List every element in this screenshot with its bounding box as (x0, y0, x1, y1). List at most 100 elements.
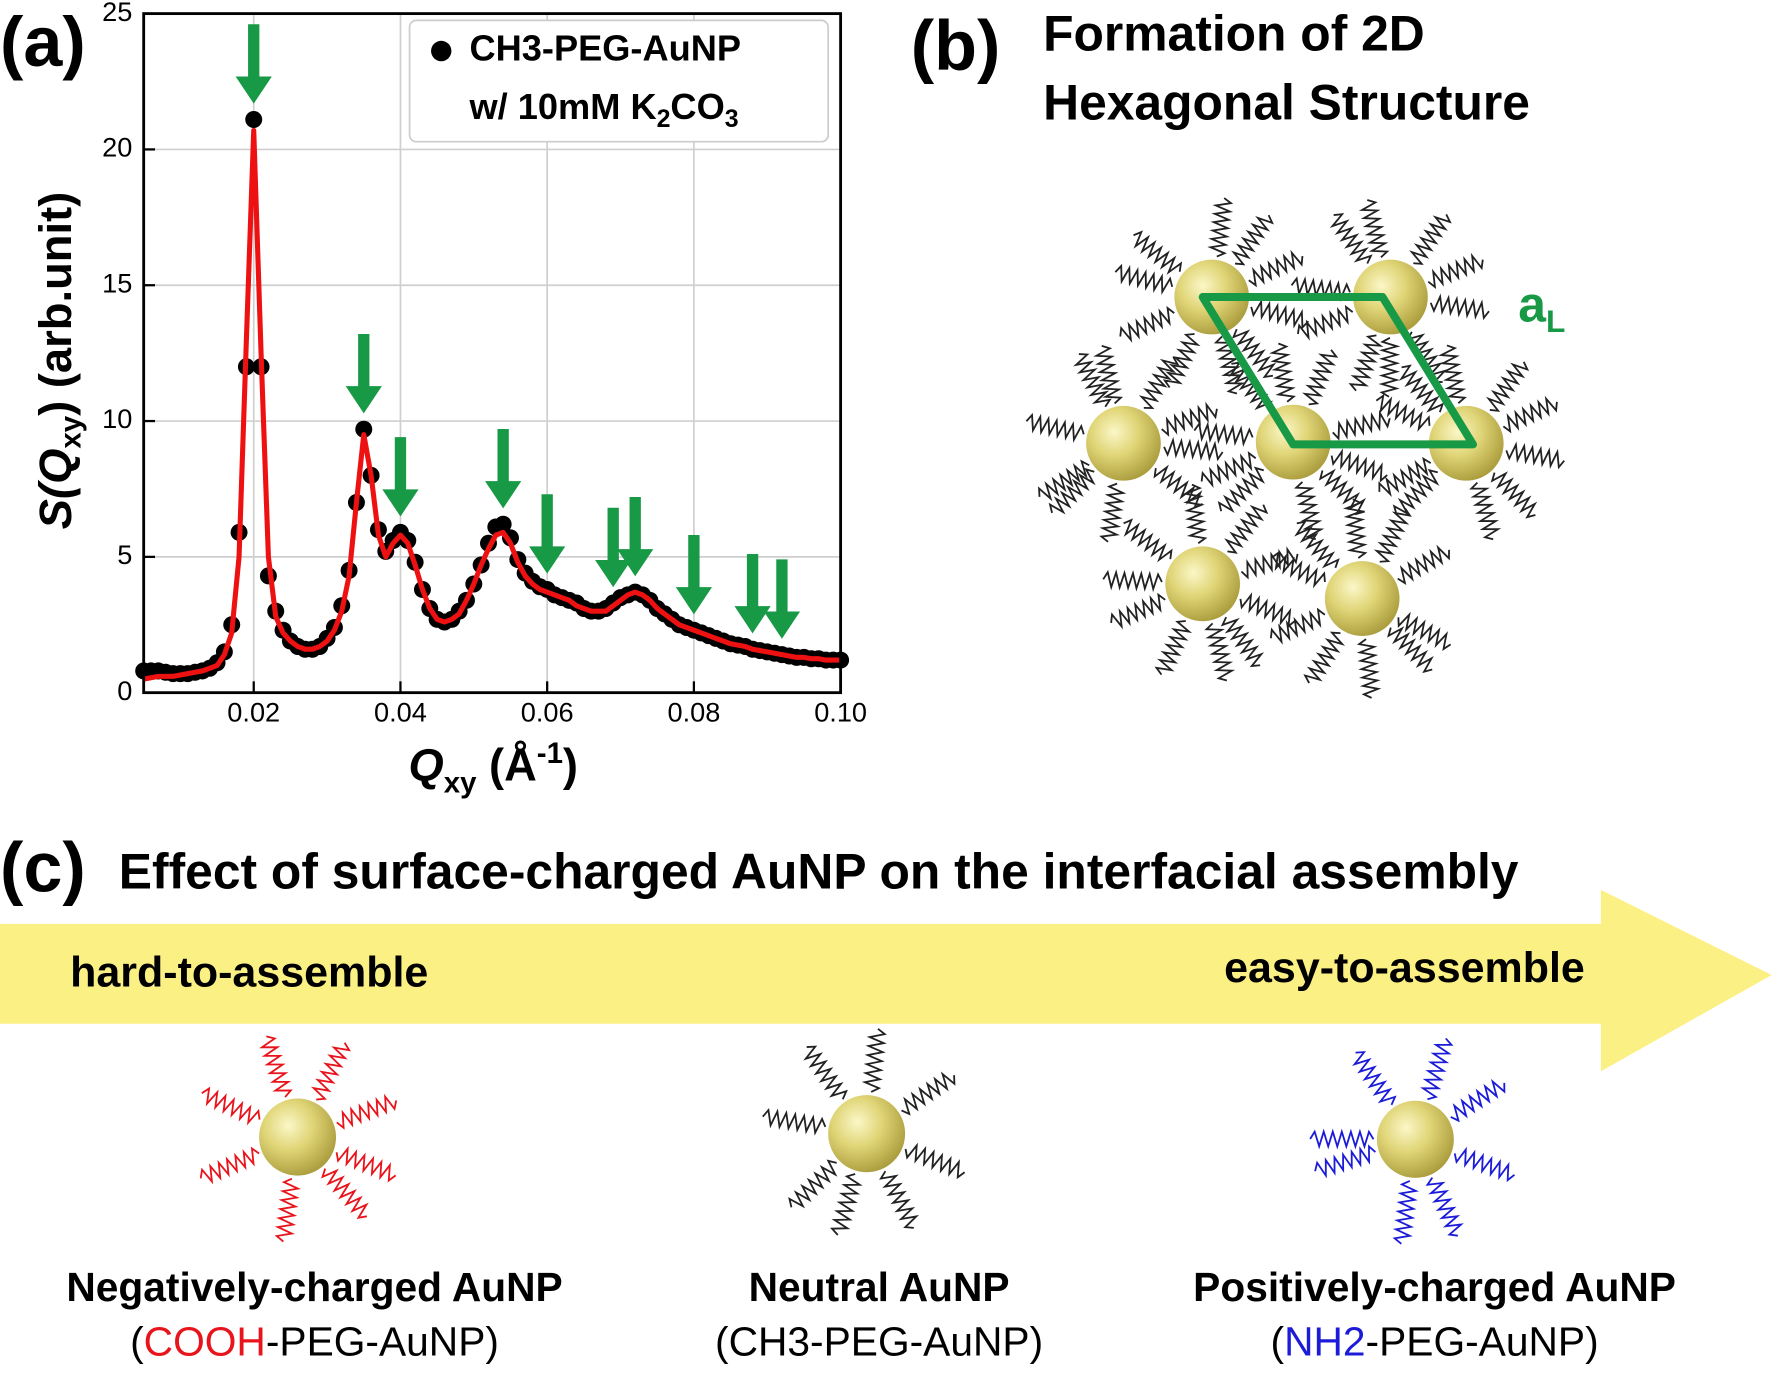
ligand (1356, 638, 1382, 699)
ligand (1387, 626, 1434, 674)
peak-arrow (595, 507, 632, 588)
y-tick-label: 25 (102, 0, 132, 27)
ligand (1269, 342, 1296, 403)
ligand (1207, 197, 1234, 258)
ligand (274, 1177, 302, 1243)
y-tick-label: 5 (117, 539, 132, 570)
panel-label: (b) (911, 6, 1001, 85)
peak-arrow (382, 437, 419, 517)
ligand (1294, 520, 1340, 569)
peak-arrow (485, 429, 522, 509)
ligand (1270, 551, 1326, 589)
ligand (199, 1146, 260, 1185)
y-tick-label: 10 (102, 403, 132, 434)
ligand (1342, 498, 1368, 559)
ligand (1420, 1037, 1454, 1101)
ligand (901, 1071, 956, 1116)
ligand (1204, 622, 1236, 682)
particle-formula: (COOH-PEG-AuNP) (130, 1318, 499, 1364)
formula-part: ( (1271, 1318, 1285, 1364)
panel-title: Effect of surface-charged AuNP on the in… (119, 843, 1519, 899)
ligand (1193, 421, 1254, 447)
ligand (1138, 356, 1180, 409)
nanoparticle (1324, 561, 1400, 636)
nanoparticle (1086, 405, 1161, 481)
ligand (1425, 1177, 1464, 1237)
formula-part: -PEG-AuNP) (810, 1318, 1043, 1364)
ligand (1427, 252, 1484, 289)
particle-name: Negatively-charged AuNP (66, 1264, 562, 1310)
ligand (1123, 518, 1173, 563)
formula-part: COOH (144, 1318, 266, 1364)
ligand (1309, 1128, 1375, 1150)
ligand (1231, 214, 1274, 266)
ligand (1200, 451, 1257, 489)
ligand (1409, 213, 1452, 265)
ligand (1348, 334, 1384, 392)
ligand (1490, 471, 1538, 519)
ligand (335, 1145, 397, 1183)
ligand (1485, 361, 1530, 412)
ligand (1133, 230, 1183, 275)
peak-arrow (763, 559, 801, 639)
ligand (1025, 412, 1085, 443)
legend-marker (431, 40, 452, 62)
legend-part: CO (670, 85, 724, 126)
nanoparticle (1165, 546, 1240, 622)
ligand (1153, 464, 1203, 509)
arrow-label: hard-to-assemble (70, 948, 428, 996)
ligand (1469, 481, 1502, 541)
ligand (1358, 199, 1390, 259)
x-tick-label: 0.02 (227, 696, 280, 727)
peak-arrow (675, 534, 712, 615)
ligand (904, 1142, 966, 1180)
ligand (879, 1170, 920, 1229)
ligand (803, 1045, 848, 1100)
legend-part: 2 (657, 105, 671, 133)
ligand (1352, 1051, 1397, 1106)
ligand (1250, 298, 1309, 330)
ligand (1038, 459, 1090, 502)
y-tick-label: 15 (102, 267, 132, 298)
ligand (1224, 504, 1269, 554)
x-label-part: xy (444, 766, 477, 799)
x-axis-label: Qxy (Å-1) (409, 737, 578, 800)
ligand (1119, 305, 1175, 343)
ligand (1505, 441, 1565, 470)
ligand (1162, 333, 1201, 389)
ligand (1240, 546, 1299, 580)
ligand (1248, 249, 1304, 288)
particle-name: Positively-charged AuNP (1193, 1264, 1676, 1310)
ligand (1093, 345, 1124, 405)
formula-part: -PEG-AuNP) (266, 1318, 499, 1364)
ligand (1269, 607, 1326, 645)
y-label-part: ) (arb.unit) (30, 192, 81, 416)
lattice-part: L (1546, 304, 1565, 340)
legend-label: CH3-PEG-AuNP (470, 28, 742, 69)
y-label-part: S(Q (30, 449, 81, 530)
panel-title: Formation of 2D (1043, 6, 1425, 62)
ligand (1429, 293, 1490, 321)
ligand (1332, 409, 1391, 441)
panel-label: (a) (0, 2, 86, 81)
ligand (1397, 544, 1450, 585)
ligand (762, 1107, 827, 1136)
x-label-part: Q (409, 740, 444, 791)
ligand (1502, 395, 1558, 434)
ligand (1213, 335, 1246, 395)
formula-part: NH2 (1284, 1318, 1365, 1364)
y-tick-label: 20 (102, 132, 132, 163)
ligand (1294, 481, 1325, 541)
peak-arrow (734, 553, 771, 634)
ligand (1375, 393, 1431, 432)
unit-cell (1198, 293, 1478, 449)
ligand (1220, 616, 1265, 668)
legend-part: w/ 10mM K (469, 85, 657, 126)
ligand (830, 1173, 863, 1236)
data-point (355, 420, 373, 438)
x-label-part: ) (563, 740, 578, 791)
ligand (1373, 508, 1412, 563)
peak-arrow (617, 496, 654, 577)
ligand (1378, 456, 1432, 498)
ligand (1163, 436, 1224, 462)
